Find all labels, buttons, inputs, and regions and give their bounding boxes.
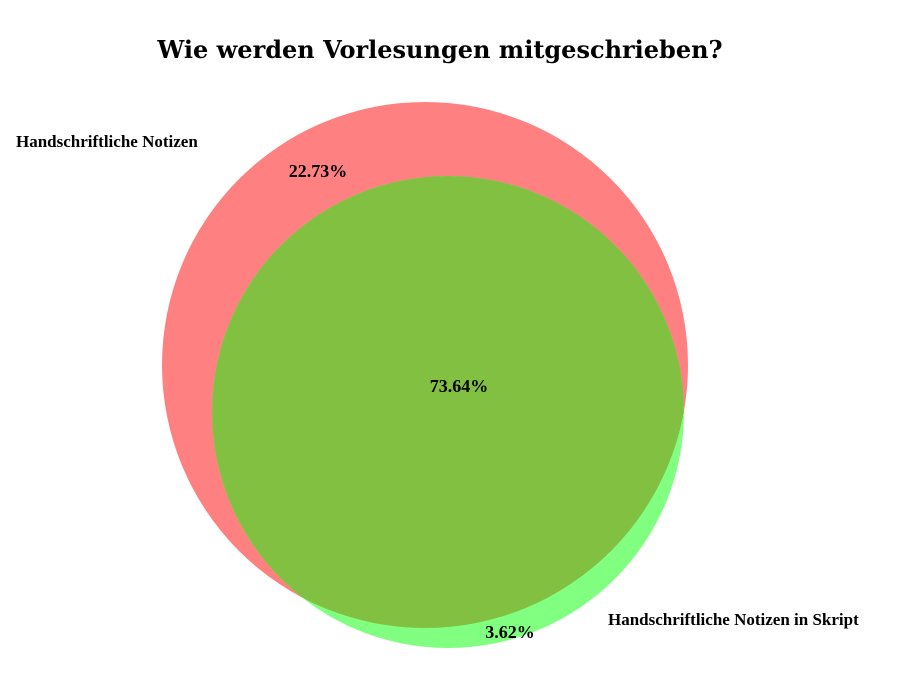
venn-overlap-region xyxy=(212,176,684,628)
region-label-only-handschriftlich: 22.73% xyxy=(289,161,348,181)
set-label-handschriftliche-notizen: Handschriftliche Notizen xyxy=(16,132,198,151)
region-label-only-skript: 3.62% xyxy=(485,622,535,642)
chart-title: Wie werden Vorlesungen mitgeschrieben? xyxy=(156,35,722,64)
set-label-notizen-in-skript: Handschriftliche Notizen in Skript xyxy=(608,610,859,629)
region-label-overlap: 73.64% xyxy=(430,376,489,396)
